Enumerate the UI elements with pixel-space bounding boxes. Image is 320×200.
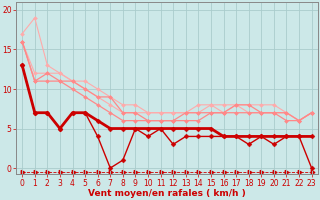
X-axis label: Vent moyen/en rafales ( km/h ): Vent moyen/en rafales ( km/h )	[88, 189, 246, 198]
